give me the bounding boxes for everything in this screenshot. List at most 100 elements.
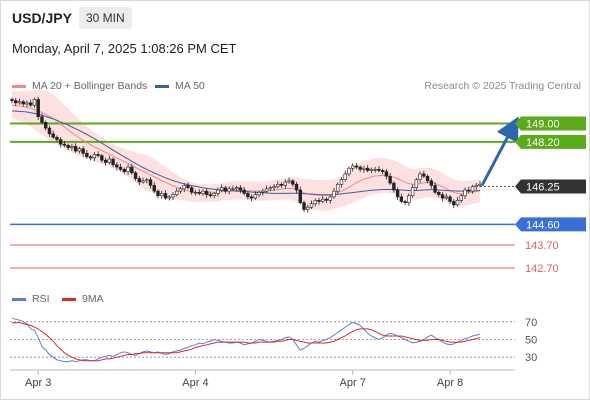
candle [118, 163, 123, 172]
candle [287, 177, 291, 184]
candle [246, 191, 250, 200]
candle [418, 171, 422, 183]
candle [66, 143, 70, 151]
candle [14, 98, 18, 107]
ma20-swatch-icon [12, 84, 26, 88]
rsi-ma-swatch-icon [62, 297, 76, 301]
candle [399, 193, 404, 204]
candle [197, 189, 201, 196]
candle [388, 173, 392, 185]
candle [73, 143, 78, 153]
candle [448, 195, 452, 204]
candle [268, 185, 273, 192]
candle [279, 182, 284, 188]
legend-ma50: MA 50 [155, 80, 205, 92]
candle [362, 165, 366, 173]
level-tag-text: 148.20 [526, 137, 560, 149]
candle [272, 184, 276, 191]
symbol-title: USD/JPY [12, 10, 72, 26]
candle [470, 184, 475, 194]
candle [324, 197, 329, 203]
timeframe-button[interactable]: 30 MIN [79, 7, 132, 29]
candle [339, 177, 344, 188]
candle [231, 185, 235, 191]
candle [242, 186, 246, 196]
candle [43, 120, 48, 131]
candle [437, 190, 441, 198]
candle [29, 99, 33, 108]
candle [145, 177, 149, 184]
candle [167, 195, 171, 201]
candle [343, 170, 347, 182]
candle [313, 198, 317, 207]
candle [40, 113, 44, 125]
legend-rsi-ma: 9MA [62, 293, 104, 305]
candle [156, 189, 160, 199]
candle [238, 185, 243, 194]
level-tag-box [515, 134, 586, 149]
candle [377, 166, 381, 173]
x-tick-label: Apr 8 [437, 377, 463, 389]
rsi-series-line [12, 322, 481, 362]
candle [294, 181, 299, 194]
candle [463, 187, 467, 199]
candle [354, 162, 359, 169]
ma20-line [11, 104, 481, 196]
candle [204, 188, 209, 198]
candle [373, 166, 377, 173]
candle [107, 155, 112, 165]
candle [111, 157, 115, 168]
candle [474, 182, 478, 190]
level-tag-box [515, 217, 586, 232]
candle [332, 187, 336, 199]
candle [264, 185, 269, 193]
candle [234, 185, 239, 192]
rsi-tick-label: 50 [525, 335, 537, 347]
candle [302, 200, 306, 213]
legend-rsi: RSI [12, 293, 50, 305]
candle [175, 187, 179, 197]
candle [88, 154, 93, 161]
candle [414, 177, 419, 191]
candle [365, 165, 370, 173]
candle [182, 182, 186, 193]
candle [384, 169, 389, 180]
candle [32, 97, 37, 108]
candle [85, 150, 89, 159]
candle [201, 189, 205, 196]
level-tag-support: 144.60 [515, 217, 586, 232]
candle [444, 193, 449, 200]
ma50-line [11, 110, 481, 196]
bollinger-band [12, 89, 480, 211]
candle [403, 199, 407, 206]
rsi-swatch-icon [12, 297, 26, 301]
level-tag-text: 142.70 [525, 263, 559, 275]
candle [70, 143, 74, 151]
legend-ma20-label: MA 20 + Bollinger Bands [32, 80, 148, 92]
candle [410, 184, 415, 198]
candle [25, 100, 29, 108]
candle [392, 181, 396, 193]
candle [81, 146, 85, 157]
candle [208, 191, 213, 198]
candle [309, 200, 314, 210]
level-tag-resistance: 148.20 [515, 134, 586, 149]
level-tag-box [515, 116, 586, 131]
candle [276, 181, 280, 189]
candle [347, 166, 351, 177]
candle [178, 187, 183, 194]
candle [351, 163, 355, 172]
candle [152, 182, 156, 193]
candle [433, 182, 437, 195]
candle [21, 99, 25, 107]
candle [328, 194, 332, 204]
candle [92, 151, 97, 162]
candle [298, 186, 302, 205]
legend-ma20: MA 20 + Bollinger Bands [12, 80, 147, 92]
candle [306, 204, 310, 213]
candle [455, 197, 460, 207]
level-tag-text: 144.60 [526, 219, 560, 231]
datetime-label: Monday, April 7, 2025 1:08:26 PM CET [12, 41, 237, 56]
candle [47, 125, 52, 138]
